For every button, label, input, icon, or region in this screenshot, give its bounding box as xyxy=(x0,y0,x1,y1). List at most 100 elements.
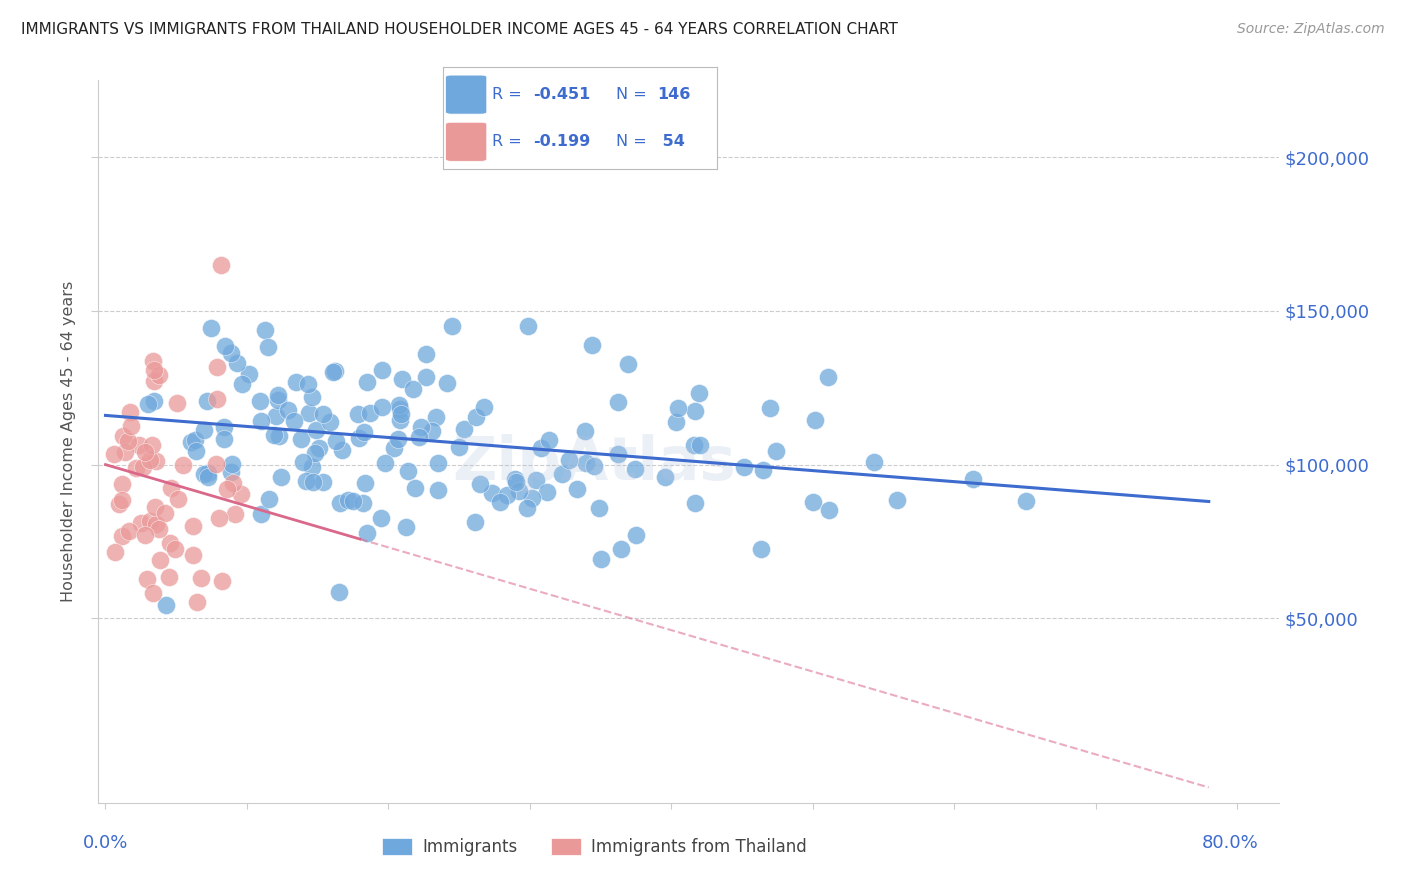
Point xyxy=(550,467,572,482)
Point xyxy=(139,453,162,467)
Point xyxy=(520,491,543,505)
Point xyxy=(308,442,330,456)
Point xyxy=(589,552,612,566)
Point xyxy=(128,438,150,452)
Point xyxy=(181,519,204,533)
Point xyxy=(291,455,314,469)
Point xyxy=(155,598,177,612)
Point xyxy=(229,486,252,500)
Text: 0.0%: 0.0% xyxy=(83,833,128,852)
Point xyxy=(617,357,640,371)
Point xyxy=(249,393,271,408)
Point xyxy=(683,404,706,418)
Point xyxy=(136,397,159,411)
Point xyxy=(688,385,710,400)
Point xyxy=(325,434,347,448)
Point xyxy=(436,376,458,390)
Point xyxy=(426,456,449,470)
Text: 80.0%: 80.0% xyxy=(1202,833,1258,852)
Point xyxy=(441,319,464,334)
Point xyxy=(607,394,630,409)
Point xyxy=(387,432,409,446)
FancyBboxPatch shape xyxy=(446,122,486,161)
Point xyxy=(283,414,305,428)
Text: Source: ZipAtlas.com: Source: ZipAtlas.com xyxy=(1237,22,1385,37)
Point xyxy=(184,444,207,458)
Point xyxy=(536,484,558,499)
Point xyxy=(142,374,165,388)
Point xyxy=(219,346,242,360)
Point xyxy=(117,434,139,449)
Point xyxy=(142,585,165,599)
Point xyxy=(197,470,219,484)
Point xyxy=(689,438,711,452)
Point xyxy=(654,469,676,483)
Point xyxy=(765,444,787,458)
Point xyxy=(256,340,278,354)
Point xyxy=(231,377,253,392)
Point xyxy=(148,522,170,536)
Text: R =: R = xyxy=(492,135,527,149)
Point xyxy=(143,500,166,515)
Point xyxy=(183,548,205,562)
Legend: Immigrants, Immigrants from Thailand: Immigrants, Immigrants from Thailand xyxy=(375,831,813,863)
Point xyxy=(269,429,291,443)
Point xyxy=(415,370,437,384)
Point xyxy=(225,356,247,370)
Point xyxy=(193,467,215,481)
Point xyxy=(488,495,510,509)
Point xyxy=(301,475,323,489)
Point xyxy=(312,475,335,489)
Point xyxy=(166,396,188,410)
Point xyxy=(453,422,475,436)
Point xyxy=(322,365,344,379)
Point xyxy=(249,414,271,428)
Text: IMMIGRANTS VS IMMIGRANTS FROM THAILAND HOUSEHOLDER INCOME AGES 45 - 64 YEARS COR: IMMIGRANTS VS IMMIGRANTS FROM THAILAND H… xyxy=(21,22,898,37)
Point xyxy=(200,321,222,335)
Point xyxy=(801,494,824,508)
Point xyxy=(304,446,326,460)
Text: -0.451: -0.451 xyxy=(533,87,591,102)
Point xyxy=(142,362,165,376)
Text: 54: 54 xyxy=(657,135,685,149)
Point xyxy=(131,459,153,474)
Point xyxy=(323,364,346,378)
Point xyxy=(111,528,134,542)
Point xyxy=(129,516,152,531)
Point xyxy=(886,492,908,507)
Point xyxy=(165,542,187,557)
Point xyxy=(516,319,538,334)
Point xyxy=(125,460,148,475)
Point xyxy=(195,393,218,408)
Point xyxy=(222,476,245,491)
Point xyxy=(205,457,228,471)
Point xyxy=(270,470,292,484)
Point xyxy=(139,514,162,528)
Point xyxy=(581,338,603,352)
Point xyxy=(391,372,413,386)
Point xyxy=(347,407,370,421)
Text: -0.199: -0.199 xyxy=(533,135,591,149)
Point xyxy=(328,585,350,599)
Point xyxy=(537,434,560,448)
Point xyxy=(575,456,598,470)
Text: N =: N = xyxy=(616,135,651,149)
Point xyxy=(567,483,589,497)
Point xyxy=(496,488,519,502)
Point xyxy=(193,423,215,437)
Point xyxy=(524,473,547,487)
Point xyxy=(295,474,318,488)
Point xyxy=(290,432,312,446)
Point xyxy=(818,503,841,517)
Point xyxy=(250,507,273,521)
Point xyxy=(426,483,449,498)
Point xyxy=(186,595,208,609)
Point xyxy=(666,401,689,415)
Point xyxy=(558,453,581,467)
Point xyxy=(254,323,277,337)
Point xyxy=(396,463,419,477)
Point xyxy=(465,410,488,425)
Point xyxy=(190,571,212,585)
Point xyxy=(263,427,285,442)
Point xyxy=(134,445,156,459)
